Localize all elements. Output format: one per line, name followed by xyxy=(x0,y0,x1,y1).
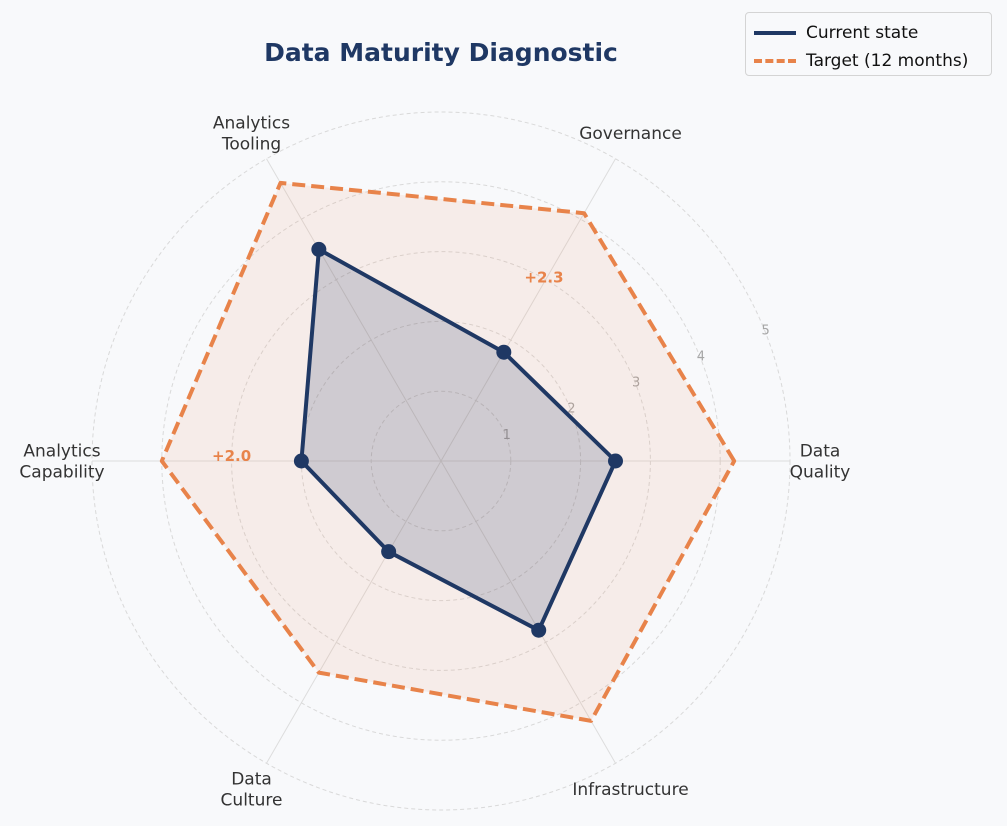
data-point-current xyxy=(531,622,547,638)
data-point-current xyxy=(311,241,327,257)
legend-label-current: Current state xyxy=(806,23,919,43)
chart-title: Data Maturity Diagnostic xyxy=(264,38,618,67)
axis-label-line: Infrastructure xyxy=(572,780,688,800)
axis-label: Data Quality xyxy=(790,442,851,483)
delta-annotation: +2.0 xyxy=(212,447,251,465)
axis-label-line: Analytics xyxy=(23,442,100,462)
ring-tick-label: 2 xyxy=(567,402,575,417)
axis-label-line: Capability xyxy=(19,463,104,483)
series-area-target xyxy=(161,182,735,721)
axis-label: Governance xyxy=(579,124,682,144)
axis-spoke xyxy=(440,460,616,764)
axis-spoke xyxy=(266,460,442,764)
grid-ring xyxy=(231,251,651,671)
ring-tick-label: 5 xyxy=(761,323,769,338)
legend-label-target: Target (12 months) xyxy=(806,51,969,71)
delta-annotation: +2.3 xyxy=(524,269,563,287)
ring-tick-label: 3 xyxy=(632,376,640,391)
legend-item-current: Current state xyxy=(754,19,983,47)
axis-label: Analytics Capability xyxy=(19,442,104,483)
axis-label-line: Data xyxy=(231,770,272,790)
data-point-current xyxy=(381,544,397,560)
legend-swatch-target xyxy=(754,59,796,63)
data-point-current xyxy=(293,453,309,469)
axis-label-line: Data xyxy=(800,442,841,462)
grid-ring xyxy=(370,390,512,532)
series-area-current xyxy=(301,249,616,631)
series-line-target xyxy=(159,180,737,723)
legend-swatch-current xyxy=(754,31,796,35)
axis-label-line: Governance xyxy=(579,124,682,144)
axis-label: Infrastructure xyxy=(572,780,688,800)
data-point-current xyxy=(496,344,512,360)
axis-label-line: Culture xyxy=(221,791,283,811)
chart-legend: Current state Target (12 months) xyxy=(745,12,992,76)
axis-label-line: Analytics xyxy=(213,113,290,133)
series-layer xyxy=(159,180,737,723)
ring-tick-label: 4 xyxy=(697,349,705,364)
ring-tick-label: 1 xyxy=(503,428,511,443)
data-point-current xyxy=(608,453,623,469)
axis-spoke xyxy=(266,158,442,462)
axis-label: Analytics Tooling xyxy=(213,113,290,154)
legend-item-target: Target (12 months) xyxy=(754,47,983,75)
axis-label: Data Culture xyxy=(221,770,283,811)
axis-label-line: Quality xyxy=(790,463,851,483)
grid-ring xyxy=(91,111,791,811)
axis-spoke xyxy=(440,158,616,462)
grid-ring xyxy=(300,320,582,602)
axis-label-line: Tooling xyxy=(221,134,281,154)
